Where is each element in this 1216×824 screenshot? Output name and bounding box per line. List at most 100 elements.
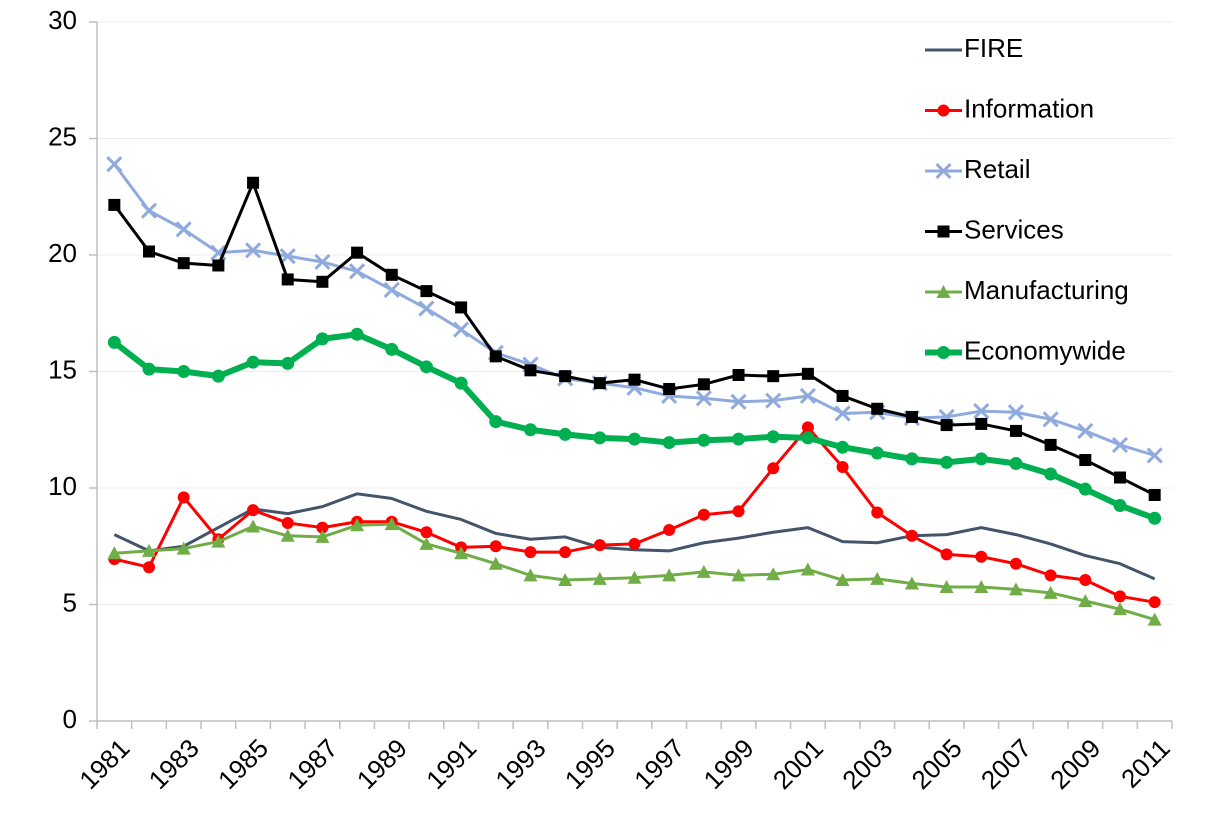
x-tick-label: 1993 (489, 733, 551, 795)
data-point (1009, 457, 1023, 471)
data-point (834, 405, 851, 422)
x-tick-label: 1985 (212, 733, 274, 795)
data-point (767, 370, 780, 383)
data-point (801, 421, 814, 434)
data-point (107, 335, 121, 349)
data-point (107, 546, 122, 560)
data-point (1146, 447, 1163, 464)
legend-label: Information (964, 93, 1094, 123)
data-point (871, 402, 884, 415)
data-point (836, 461, 849, 474)
data-point (835, 573, 850, 587)
data-point (244, 242, 262, 259)
data-point (143, 245, 156, 258)
data-point (142, 362, 156, 376)
legend-marker (935, 162, 952, 180)
data-point (454, 546, 469, 560)
series-line (113, 163, 1156, 457)
data-point (973, 403, 990, 420)
data-point (662, 568, 677, 582)
data-point (211, 369, 225, 383)
data-point (315, 529, 330, 543)
data-point (627, 570, 642, 584)
data-point (350, 327, 364, 341)
data-point (800, 562, 815, 576)
data-point (799, 387, 816, 405)
x-tick-label: 2011 (1115, 733, 1176, 794)
data-point (1078, 482, 1092, 496)
data-point (281, 356, 295, 370)
y-tick-label: 15 (48, 354, 77, 384)
data-point (279, 248, 296, 265)
data-point (524, 546, 537, 559)
data-point (974, 580, 989, 594)
data-point (246, 519, 261, 533)
legend-label: Manufacturing (964, 275, 1129, 305)
data-point (1148, 596, 1161, 609)
data-point (455, 301, 468, 314)
data-point (420, 285, 433, 298)
x-tick-label: 1987 (281, 733, 343, 795)
y-tick-label: 0 (63, 704, 77, 734)
data-point (489, 415, 503, 429)
data-point (385, 342, 399, 356)
data-point (418, 300, 435, 317)
data-point (905, 529, 918, 542)
x-tick-label: 1997 (628, 733, 690, 795)
data-point (1009, 424, 1022, 437)
data-point (108, 198, 121, 211)
data-point (454, 376, 468, 390)
data-point (766, 430, 780, 444)
data-point (349, 263, 366, 280)
data-point (142, 543, 157, 557)
data-point (280, 528, 295, 542)
series (108, 421, 1161, 609)
data-point (732, 505, 745, 518)
legend-label: Economywide (964, 335, 1126, 365)
data-point (247, 176, 260, 189)
data-point (316, 275, 329, 288)
data-point (315, 332, 329, 346)
data-point (175, 221, 192, 238)
data-point (1008, 582, 1023, 596)
data-point (524, 364, 537, 377)
data-point (697, 508, 710, 521)
data-point (593, 431, 607, 445)
data-point (801, 431, 815, 445)
data-point (593, 539, 606, 552)
data-point (975, 417, 988, 430)
data-point (836, 389, 849, 402)
data-point (905, 410, 918, 423)
data-point (281, 273, 294, 286)
data-point (1043, 585, 1058, 599)
data-point (870, 571, 885, 585)
data-point (940, 455, 954, 469)
legend-label: Services (964, 214, 1064, 244)
data-point (1044, 438, 1057, 451)
data-point (177, 365, 191, 378)
data-point (695, 390, 712, 407)
data-point (1111, 436, 1129, 453)
y-tick-label: 25 (48, 121, 77, 151)
data-point (316, 521, 329, 534)
data-point (663, 382, 676, 395)
data-point (801, 367, 814, 380)
data-point (384, 517, 399, 531)
data-point (383, 281, 400, 299)
data-point (559, 370, 572, 383)
data-point (351, 246, 364, 259)
legend-label: Retail (964, 154, 1030, 184)
data-point (1148, 511, 1162, 525)
x-tick-label: 1983 (143, 733, 205, 795)
data-point (1112, 602, 1127, 616)
data-point (177, 491, 190, 504)
data-point (1113, 471, 1126, 484)
data-point (489, 540, 502, 553)
x-tick-label: 2007 (975, 733, 1037, 795)
y-tick-label: 30 (48, 5, 77, 35)
data-point (558, 573, 573, 587)
series (113, 492, 1156, 581)
legend-marker (937, 104, 950, 117)
data-point (628, 537, 641, 550)
